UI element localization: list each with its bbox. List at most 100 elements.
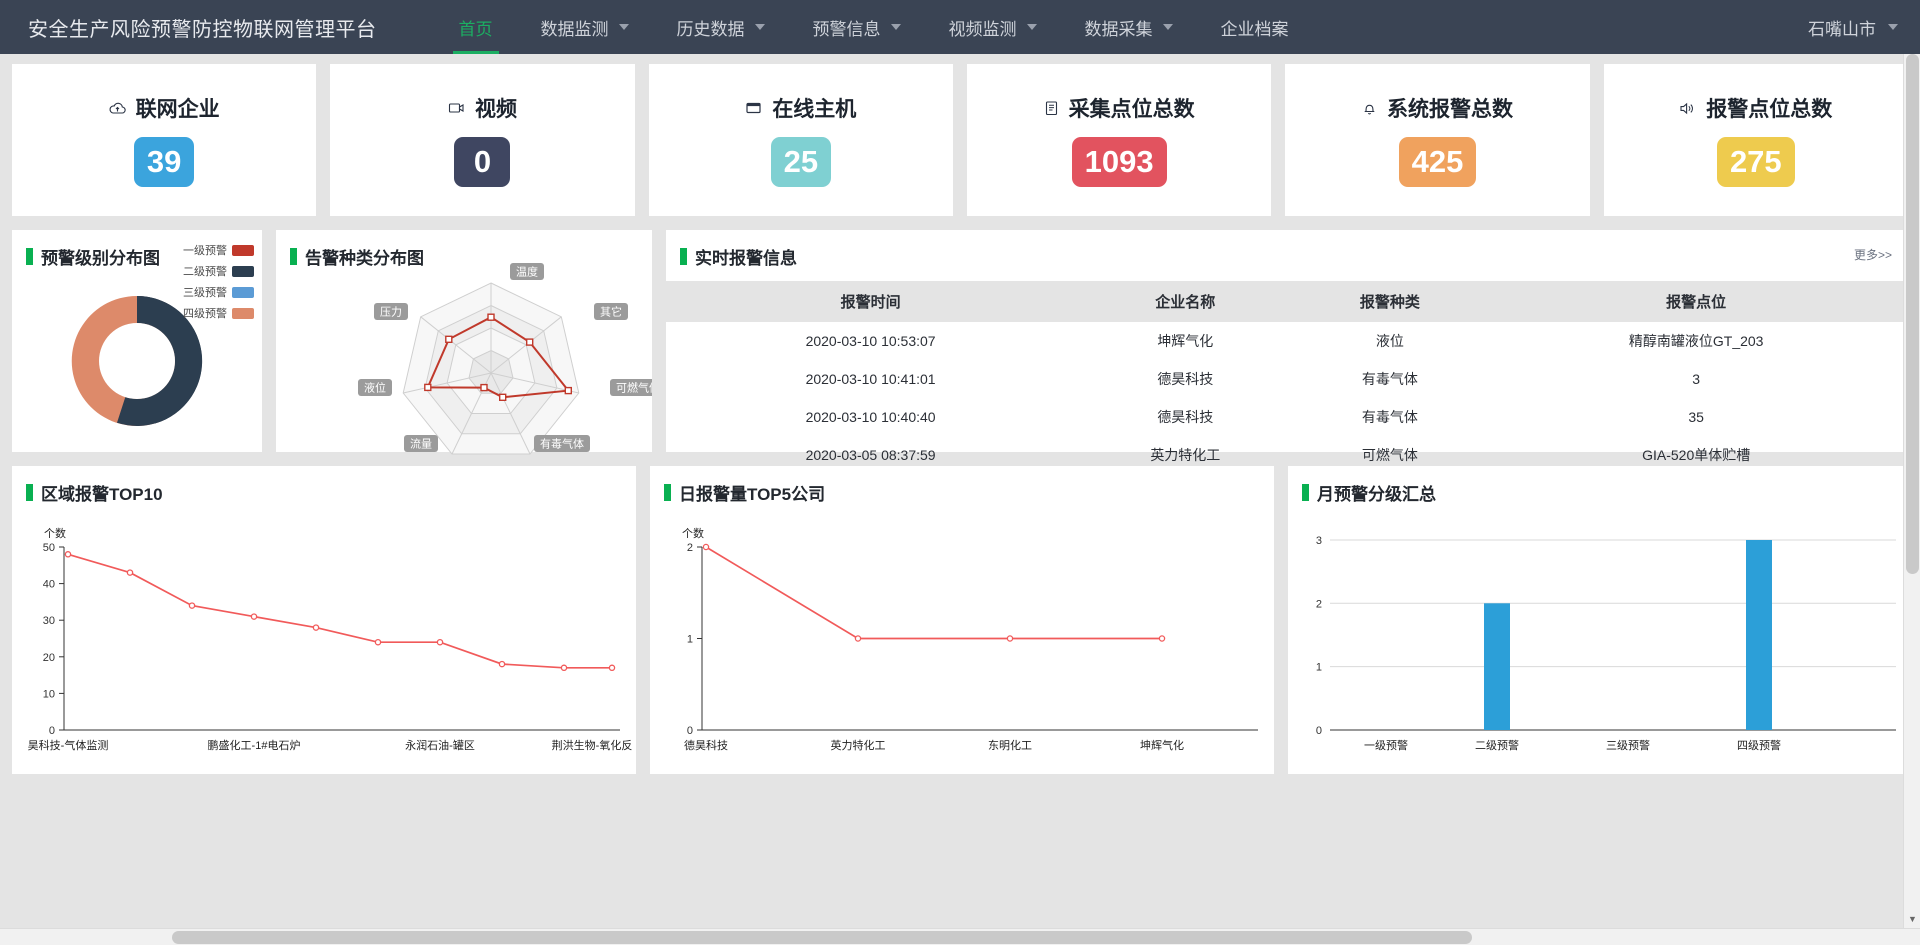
y-tick: 1 xyxy=(1316,662,1322,674)
nav-label: 数据采集 xyxy=(1084,19,1153,39)
cell-alarm-time: 2020-03-10 10:41:01 xyxy=(805,371,936,387)
cell-alarm-type: 有毒气体 xyxy=(1361,409,1418,425)
table-row[interactable]: 2020-03-05 08:37:59 英力特化工 可燃气体 GIA-520单体… xyxy=(666,436,1908,474)
panel-title-text: 告警种类分布图 xyxy=(305,249,424,268)
panel-title: 告警种类分布图 xyxy=(276,230,652,269)
radar-label-flow: 流量 xyxy=(410,437,432,451)
donut-legend: 一级预警 二级预警 三级预警 四级预警 xyxy=(183,242,254,321)
panel-title: 预警级别分布图 xyxy=(12,230,262,269)
monitor-icon xyxy=(745,101,762,115)
bar-level-2 xyxy=(1484,603,1510,730)
cell-alarm-time: 2020-03-05 08:37:59 xyxy=(805,447,936,463)
legend-swatch xyxy=(232,244,254,256)
legend-label: 二级预警 xyxy=(183,266,227,278)
panel-title-text: 区域报警TOP10 xyxy=(41,485,163,504)
chevron-down-icon xyxy=(754,24,765,30)
video-icon xyxy=(448,101,465,115)
cell-enterprise-name: 德昊科技 xyxy=(1157,371,1214,387)
x-tick: 德昊科技 xyxy=(684,738,728,752)
bar-level-4 xyxy=(1746,540,1772,730)
legend-swatch xyxy=(232,286,254,298)
kpi-card-collection-points[interactable]: 采集点位总数 1093 xyxy=(966,64,1272,216)
kpi-label: 视频 xyxy=(474,98,517,122)
kpi-card-connected-enterprises[interactable]: 联网企业 39 xyxy=(12,64,317,216)
y-tick: 3 xyxy=(1316,535,1322,547)
nav-label: 视频监测 xyxy=(948,19,1017,39)
kpi-header: 联网企业 xyxy=(109,93,220,123)
kpi-label: 联网企业 xyxy=(135,98,220,122)
horizontal-scrollbar[interactable] xyxy=(0,928,1920,945)
kpi-label: 系统报警总数 xyxy=(1386,98,1513,122)
chevron-down-icon xyxy=(1026,24,1037,30)
bell-icon xyxy=(1362,100,1377,116)
kpi-card-system-alarms[interactable]: 系统报警总数 425 xyxy=(1285,64,1590,216)
panel-area-alarm-top10: 区域报警TOP10 个数 50 40 30 20 10 0 xyxy=(12,466,636,774)
legend-label: 一级预警 xyxy=(183,245,227,257)
title-accent-bar xyxy=(1302,484,1309,501)
y-axis-label: 个数 xyxy=(682,527,704,540)
dashboard-body: 联网企业 39 视频 0 在线主机 25 xyxy=(0,54,1920,774)
legend-item[interactable]: 四级预警 xyxy=(183,305,254,321)
cell-alarm-point: 35 xyxy=(1688,409,1704,425)
panel-title-text: 日报警量TOP5公司 xyxy=(679,485,826,504)
cell-enterprise-name: 坤辉气化 xyxy=(1157,333,1214,349)
title-accent-bar xyxy=(26,484,33,501)
bottom-row: 区域报警TOP10 个数 50 40 30 20 10 0 xyxy=(12,466,1912,774)
legend-item[interactable]: 一级预警 xyxy=(183,242,254,258)
kpi-card-video[interactable]: 视频 0 xyxy=(330,64,635,216)
vertical-scrollbar-thumb[interactable] xyxy=(1906,54,1919,574)
y-tick: 2 xyxy=(687,542,693,554)
horizontal-scrollbar-thumb[interactable] xyxy=(172,931,1472,944)
vertical-scrollbar[interactable]: ▲ ▼ xyxy=(1903,54,1920,928)
table-row[interactable]: 2020-03-10 10:40:40 德昊科技 有毒气体 35 xyxy=(666,398,1908,436)
nav-item-alarm-info[interactable]: 预警信息 xyxy=(789,0,925,54)
panel-realtime-alarms: 实时报警信息 更多>> 报警时间 企业名称 报警种类 报警点位 2020-03-… xyxy=(666,230,1908,463)
kpi-header: 视频 xyxy=(448,93,517,123)
more-link[interactable]: 更多>> xyxy=(1853,248,1892,262)
chevron-down-icon xyxy=(1162,24,1173,30)
line-chart-area-top10: 个数 50 40 30 20 10 0 xyxy=(28,527,633,752)
kpi-label: 报警点位总数 xyxy=(1706,98,1833,122)
kpi-card-alarm-points[interactable]: 报警点位总数 275 xyxy=(1603,64,1908,216)
cloud-upload-icon xyxy=(109,101,126,116)
speaker-icon xyxy=(1679,101,1696,116)
nav-item-data-monitor[interactable]: 数据监测 xyxy=(517,0,653,54)
panel-title: 日报警量TOP5公司 xyxy=(650,466,1274,505)
panel-monthly-alarm-summary: 月预警分级汇总 3 2 1 0 一级预警 xyxy=(1288,466,1912,774)
panel-alarm-type-distribution: 告警种类分布图 xyxy=(276,230,652,455)
nav-item-data-collection[interactable]: 数据采集 xyxy=(1061,0,1197,54)
radar-label-other: 其它 xyxy=(600,305,622,319)
table-header-row: 报警时间 企业名称 报警种类 报警点位 xyxy=(666,281,1908,322)
table-row[interactable]: 2020-03-10 10:41:01 德昊科技 有毒气体 3 xyxy=(666,360,1908,398)
kpi-value: 1093 xyxy=(1071,137,1167,187)
nav-item-home[interactable]: 首页 xyxy=(435,0,517,54)
nav-label: 历史数据 xyxy=(676,19,745,39)
x-tick: 永润石油-罐区 xyxy=(405,738,475,752)
nav-item-enterprise-archive[interactable]: 企业档案 xyxy=(1197,0,1313,54)
chevron-down-icon xyxy=(1888,24,1898,30)
cell-alarm-point: 精醇南罐液位GT_203 xyxy=(1628,333,1764,349)
nav-item-video-monitor[interactable]: 视频监测 xyxy=(925,0,1061,54)
panel-title-text: 实时报警信息 xyxy=(695,249,797,268)
kpi-value: 275 xyxy=(1716,137,1795,187)
radar-label-pressure: 压力 xyxy=(380,306,402,319)
legend-item[interactable]: 二级预警 xyxy=(183,263,254,279)
radar-label-liquid-level: 液位 xyxy=(364,381,386,395)
y-tick: 0 xyxy=(687,725,693,737)
table-row[interactable]: 2020-03-10 10:53:07 坤辉气化 液位 精醇南罐液位GT_203 xyxy=(666,322,1908,360)
nav-label: 企业档案 xyxy=(1220,19,1289,39)
radar-label-flammable-gas: 可燃气体 xyxy=(616,381,652,395)
x-tick: 昊科技-气体监测 xyxy=(28,738,109,752)
legend-swatch xyxy=(232,307,254,319)
main-nav: 首页 数据监测 历史数据 预警信息 视频监测 数据采集 企业档案 xyxy=(435,0,1313,54)
y-tick: 0 xyxy=(49,725,55,737)
data-line xyxy=(67,553,612,669)
legend-item[interactable]: 三级预警 xyxy=(183,284,254,300)
region-selector[interactable]: 石嘴山市 xyxy=(1808,0,1920,54)
data-line xyxy=(705,546,1162,640)
nav-item-history-data[interactable]: 历史数据 xyxy=(653,0,789,54)
scroll-down-icon[interactable]: ▼ xyxy=(1908,914,1917,924)
kpi-card-online-hosts[interactable]: 在线主机 25 xyxy=(648,64,953,216)
kpi-value: 39 xyxy=(133,137,195,187)
y-tick: 30 xyxy=(43,615,55,627)
